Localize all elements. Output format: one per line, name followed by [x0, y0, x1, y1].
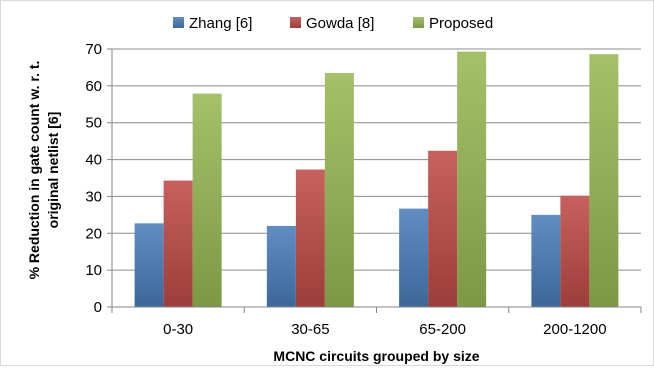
- legend-label-gowda-8: Gowda [8]: [306, 15, 374, 32]
- y-axis-title-line-2: original netlist [6]: [45, 112, 61, 229]
- legend-swatch-zhang-6: [173, 17, 184, 28]
- bar-zhang-6-65-200: [399, 208, 429, 307]
- bar-gowda-8-0-30: [163, 180, 193, 307]
- x-tick-label-30-65: 30-65: [291, 321, 329, 338]
- legend-label-zhang-6: Zhang [6]: [189, 15, 252, 32]
- bar-zhang-6-0-30: [134, 223, 164, 307]
- y-tick-label: 70: [85, 41, 102, 58]
- bar-proposed-65-200: [457, 51, 487, 307]
- y-tick-label: 10: [85, 262, 102, 279]
- x-tick-label-65-200: 65-200: [419, 321, 466, 338]
- legend-swatch-gowda-8: [290, 17, 301, 28]
- legend: Zhang [6] Gowda [8] Proposed: [173, 15, 493, 32]
- bars: [134, 51, 619, 308]
- y-tick-label: 30: [85, 188, 102, 205]
- y-tick-label: 60: [85, 78, 102, 95]
- x-tick-label-0-30: 0-30: [163, 321, 193, 338]
- bar-zhang-6-30-65: [266, 225, 296, 307]
- x-tick-label-200-1200: 200-1200: [543, 321, 606, 338]
- bar-gowda-8-200-1200: [560, 195, 590, 307]
- bar-proposed-30-65: [324, 72, 354, 307]
- bar-gowda-8-30-65: [295, 169, 325, 307]
- axes: 0 10 20 30 40 50 60 70 0-30 30-65 65-200 200-1200: [85, 41, 642, 338]
- bar-gowda-8-65-200: [428, 150, 458, 307]
- y-tick-label: 50: [85, 115, 102, 132]
- y-axis-title-line-1: % Reduction in gate count w. r. t.: [26, 61, 42, 280]
- y-tick-label: 0: [94, 299, 102, 316]
- x-axis-title: MCNC circuits grouped by size: [273, 348, 479, 364]
- axis-titles: MCNC circuits grouped by size % Reductio…: [26, 61, 480, 364]
- bar-proposed-200-1200: [589, 54, 619, 307]
- y-tick-label: 20: [85, 225, 102, 242]
- legend-swatch-proposed: [413, 17, 424, 28]
- legend-label-proposed: Proposed: [429, 15, 493, 32]
- bar-zhang-6-200-1200: [531, 214, 561, 307]
- y-tick-label: 40: [85, 152, 102, 169]
- bar-proposed-0-30: [192, 93, 222, 308]
